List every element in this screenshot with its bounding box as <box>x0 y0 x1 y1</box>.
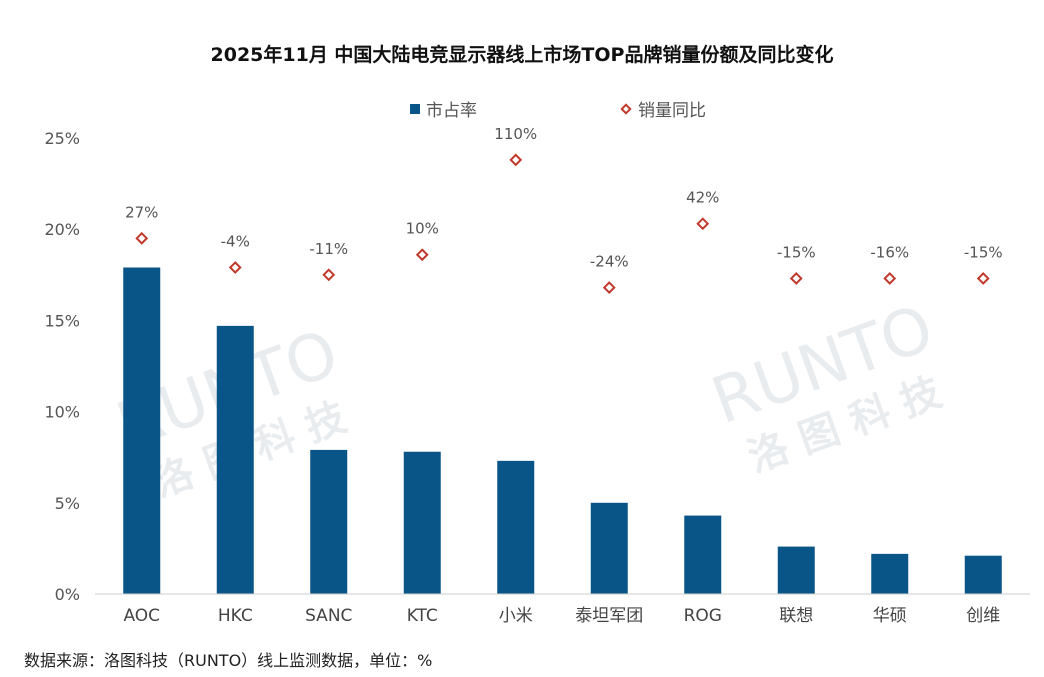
y-tick-label: 15% <box>44 311 80 330</box>
x-tick-label: KTC <box>407 606 438 626</box>
yoy-label: 10% <box>406 220 439 238</box>
bar <box>684 515 722 594</box>
x-tick-label: 联想 <box>779 606 813 626</box>
y-tick-label: 25% <box>44 129 80 148</box>
bar <box>497 460 535 594</box>
bar <box>216 325 254 594</box>
bar <box>310 449 348 594</box>
x-tick-label: SANC <box>305 606 352 626</box>
yoy-marker <box>415 248 429 262</box>
y-tick-label: 20% <box>44 220 80 239</box>
yoy-marker <box>135 231 149 245</box>
yoy-marker <box>696 217 710 231</box>
legend: 市占率 销量同比 <box>0 96 1044 121</box>
x-tick-label: ROG <box>684 606 722 626</box>
yoy-label: 27% <box>125 203 158 221</box>
x-tick-label: 小米 <box>499 606 533 626</box>
yoy-label: -24% <box>590 253 629 271</box>
legend-label-share: 市占率 <box>426 101 477 121</box>
bar <box>590 502 628 594</box>
x-tick-label: 创维 <box>966 606 1000 626</box>
x-tick-label: 华硕 <box>873 606 907 626</box>
yoy-label: -15% <box>777 243 816 261</box>
x-tick-label: AOC <box>123 606 160 626</box>
yoy-marker <box>883 272 897 285</box>
yoy-label: -11% <box>309 240 348 258</box>
source-note: 数据来源：洛图科技（RUNTO）线上监测数据，单位：% <box>24 651 433 670</box>
bar <box>123 267 161 594</box>
x-tick-label: HKC <box>218 606 253 626</box>
bars-group <box>123 267 1002 594</box>
yoy-marker <box>322 268 336 282</box>
legend-item-share: 市占率 <box>410 96 477 121</box>
yoy-marker <box>976 272 990 285</box>
yoy-marker <box>789 272 803 285</box>
chart-title: 2025年11月 中国大陆电竞显示器线上市场TOP品牌销量份额及同比变化 <box>210 44 834 66</box>
y-tick-label: 10% <box>44 403 80 422</box>
yoy-label: -4% <box>221 233 250 251</box>
y-axis: 0% 5% 10% 15% 20% 25% <box>44 129 80 604</box>
x-axis: AOC HKC SANC KTC 小米 泰坦军团 ROG 联想 华硕 创维 <box>95 593 1030 626</box>
yoy-label: -16% <box>870 243 909 261</box>
y-tick-label: 0% <box>55 585 80 604</box>
yoy-label: 42% <box>686 189 719 207</box>
y-tick-label: 5% <box>55 494 80 513</box>
yoy-marker <box>228 261 242 274</box>
x-tick-label: 泰坦军团 <box>575 606 643 626</box>
yoy-marker <box>602 281 616 294</box>
bar <box>777 546 815 594</box>
yoy-label: -15% <box>964 243 1003 261</box>
bar <box>871 553 909 594</box>
legend-label-yoy: 销量同比 <box>638 101 706 121</box>
yoy-label: 110% <box>494 125 537 143</box>
yoy-marker <box>509 153 523 167</box>
markers-group: 27% -4% -11% 10% 110% -24% 42% -15% -16% -15% <box>125 125 1003 294</box>
legend-item-yoy: 销量同比 <box>620 96 706 121</box>
bar <box>964 555 1002 594</box>
legend-bar-swatch <box>410 103 420 114</box>
bar <box>403 451 441 594</box>
